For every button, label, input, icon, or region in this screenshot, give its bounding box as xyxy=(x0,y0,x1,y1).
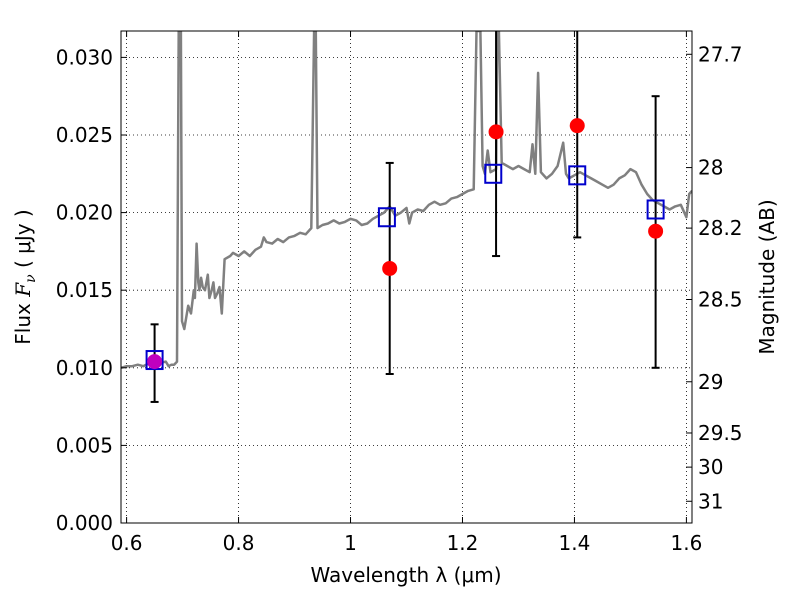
mag-tick-label: 31 xyxy=(698,489,723,513)
y-tick-label: 0.030 xyxy=(56,45,113,69)
tick-labels: 0.6 0.8 1 1.2 1.4 1.6 0.000 0.005 0.010 0.015 0.02… xyxy=(56,42,743,555)
mag-tick-label: 30 xyxy=(698,455,723,479)
y-tick-label: 0.025 xyxy=(56,123,113,147)
y-tick-label: 0.020 xyxy=(56,201,113,225)
mag-tick-label: 29.5 xyxy=(698,421,743,445)
x-tick-label: 0.8 xyxy=(223,531,255,555)
x-tick-label: 0.6 xyxy=(111,531,143,555)
plot-content xyxy=(121,31,692,403)
observed-point xyxy=(648,223,664,239)
y-tick-label: 0.005 xyxy=(56,433,113,457)
y-tick-label: 0.010 xyxy=(56,356,113,380)
mag-tick-label: 29 xyxy=(698,370,723,394)
x-tick-label: 1.6 xyxy=(670,531,702,555)
observed-point xyxy=(382,260,398,276)
model-square xyxy=(484,163,503,184)
x-tick-label: 1.4 xyxy=(559,531,591,555)
model-square xyxy=(568,165,587,186)
plot-area xyxy=(121,31,692,523)
y2-axis-label: Magnitude (AB) xyxy=(755,199,779,354)
y-tick-label: 0.015 xyxy=(56,278,113,302)
y-tick-label: 0.000 xyxy=(56,511,113,535)
axis-ticks xyxy=(121,31,692,524)
x-tick-label: 1.2 xyxy=(447,531,479,555)
mag-tick-label: 28.5 xyxy=(698,288,743,312)
observed-point xyxy=(569,118,585,134)
mag-tick-label: 28.2 xyxy=(698,216,743,240)
model-square xyxy=(646,199,665,220)
observed-point xyxy=(488,124,504,140)
y-axis-label: Flux Fν ( μJy ) xyxy=(11,209,39,344)
x-axis-label: Wavelength λ (μm) xyxy=(310,563,501,587)
mag-tick-label: 28 xyxy=(698,156,723,180)
plot-frame xyxy=(120,30,693,524)
observed-point xyxy=(147,354,163,370)
x-tick-label: 1 xyxy=(344,531,357,555)
model-square xyxy=(377,207,396,228)
mag-tick-label: 27.7 xyxy=(698,42,743,66)
